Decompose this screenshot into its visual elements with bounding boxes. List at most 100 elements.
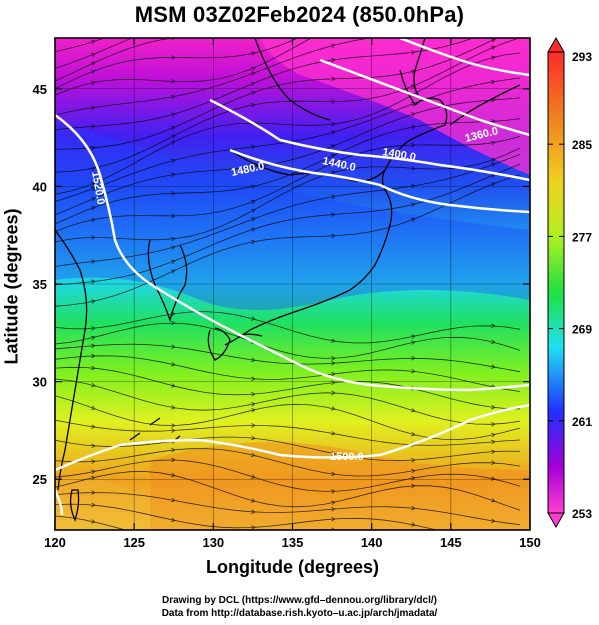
chart-title: MSM 03Z02Feb2024 (850.0hPa) — [134, 2, 465, 27]
streamline-arrow — [330, 161, 336, 166]
streamline-arrow — [251, 316, 256, 321]
streamline-arrow — [171, 11, 175, 15]
x-tick-label: 125 — [123, 535, 145, 550]
streamline-arrow — [251, 544, 255, 548]
streamline-arrow — [91, 279, 96, 285]
streamline-arrow — [251, 474, 256, 479]
streamline-arrow — [171, 457, 176, 463]
colorbar-bottom-arrow — [547, 512, 565, 529]
streamline-arrow — [331, 338, 336, 343]
streamline — [55, 174, 521, 307]
streamline-arrow — [90, 52, 96, 57]
streamline-arrow — [412, 7, 416, 11]
streamline-arrow — [251, 10, 255, 14]
colorbar: 293 285 277 269 261 253 — [547, 36, 592, 529]
streamline-arrow — [90, 405, 96, 410]
streamline — [55, 343, 521, 373]
x-tick-label: 140 — [361, 535, 383, 550]
streamline-arrow — [411, 356, 416, 361]
x-axis-ticks: 120 125 130 135 140 145 150 — [44, 38, 541, 550]
streamline-arrow — [251, 392, 256, 397]
wind-streamlines — [55, 7, 521, 548]
streamline-arrow — [491, 140, 496, 146]
streamline-arrow — [171, 497, 176, 503]
colorbar-body — [547, 51, 565, 514]
streamline-arrow — [251, 144, 256, 150]
streamline — [55, 322, 521, 359]
streamline-arrow — [251, 509, 256, 515]
streamline-arrow — [331, 233, 336, 239]
streamline-arrow — [491, 79, 496, 85]
streamline-arrow — [331, 516, 336, 522]
streamline-arrow — [171, 158, 176, 164]
streamline-arrow — [91, 335, 96, 341]
streamline-arrow — [491, 29, 495, 33]
streamline-arrow — [91, 490, 96, 495]
lat-lon-grid — [55, 38, 530, 530]
streamline-arrow — [331, 130, 336, 135]
streamline — [55, 147, 521, 243]
streamline-arrow — [171, 447, 176, 453]
streamline-arrow — [331, 450, 336, 456]
streamline-arrow — [411, 112, 416, 117]
streamline-arrow — [490, 162, 496, 168]
streamline-arrow — [491, 404, 496, 410]
streamline-arrow — [91, 459, 96, 464]
streamline-arrow — [491, 449, 496, 455]
streamline-arrow — [251, 164, 256, 170]
streamline-arrow — [91, 365, 96, 371]
x-tick-label: 130 — [202, 535, 224, 550]
streamline-arrow — [331, 507, 336, 512]
colorbar-label: 293 — [572, 50, 592, 64]
streamline-arrow — [250, 199, 256, 205]
streamline-arrow — [331, 99, 336, 104]
streamline-arrow — [331, 76, 336, 82]
streamline — [55, 118, 521, 225]
streamline-arrow — [411, 476, 416, 481]
colorbar-label: 269 — [572, 323, 592, 337]
streamline-arrow — [170, 269, 176, 274]
streamline-arrow — [91, 353, 96, 359]
y-tick-label: 35 — [33, 277, 47, 292]
streamline-arrow — [410, 217, 416, 222]
streamline-arrow — [251, 239, 256, 245]
streamline-arrow — [91, 343, 96, 349]
streamline-arrow — [490, 498, 496, 503]
streamline-arrow — [250, 81, 256, 86]
streamline-arrow — [331, 471, 336, 477]
streamline-arrow — [91, 217, 96, 223]
streamline — [55, 163, 521, 286]
y-tick-label: 30 — [33, 375, 47, 390]
streamline-arrow — [250, 208, 256, 213]
streamline-arrow — [171, 55, 176, 60]
streamline-arrow — [331, 527, 336, 530]
contour-label-1400: 1400.0 — [381, 146, 416, 164]
streamline-arrow — [91, 40, 96, 45]
streamline-arrow — [91, 235, 96, 240]
y-tick-label: 40 — [33, 179, 47, 194]
streamline-arrow — [251, 357, 256, 363]
streamline-arrow — [171, 344, 176, 349]
streamline-arrow — [331, 11, 335, 15]
streamline-arrow — [330, 154, 336, 159]
streamline-arrow — [251, 227, 256, 232]
streamline-arrow — [171, 94, 176, 100]
streamline-arrow — [490, 182, 496, 187]
streamline-arrow — [250, 217, 256, 222]
x-tick-label: 145 — [440, 535, 462, 550]
streamline-arrow — [90, 61, 96, 66]
x-axis-label: Longitude (degrees) — [205, 557, 379, 577]
streamline-arrow — [331, 390, 336, 396]
colorbar-label: 261 — [572, 415, 592, 429]
streamline-arrow — [91, 105, 96, 111]
streamline-arrow — [91, 502, 96, 508]
streamline-arrow — [411, 183, 416, 189]
streamline-arrow — [91, 299, 96, 304]
streamline-arrow — [331, 500, 336, 506]
x-tick-label: 135 — [282, 535, 304, 550]
streamline-arrow — [171, 38, 176, 41]
streamline-arrow — [91, 259, 96, 264]
streamline-arrow — [491, 518, 496, 523]
streamline — [55, 419, 521, 446]
